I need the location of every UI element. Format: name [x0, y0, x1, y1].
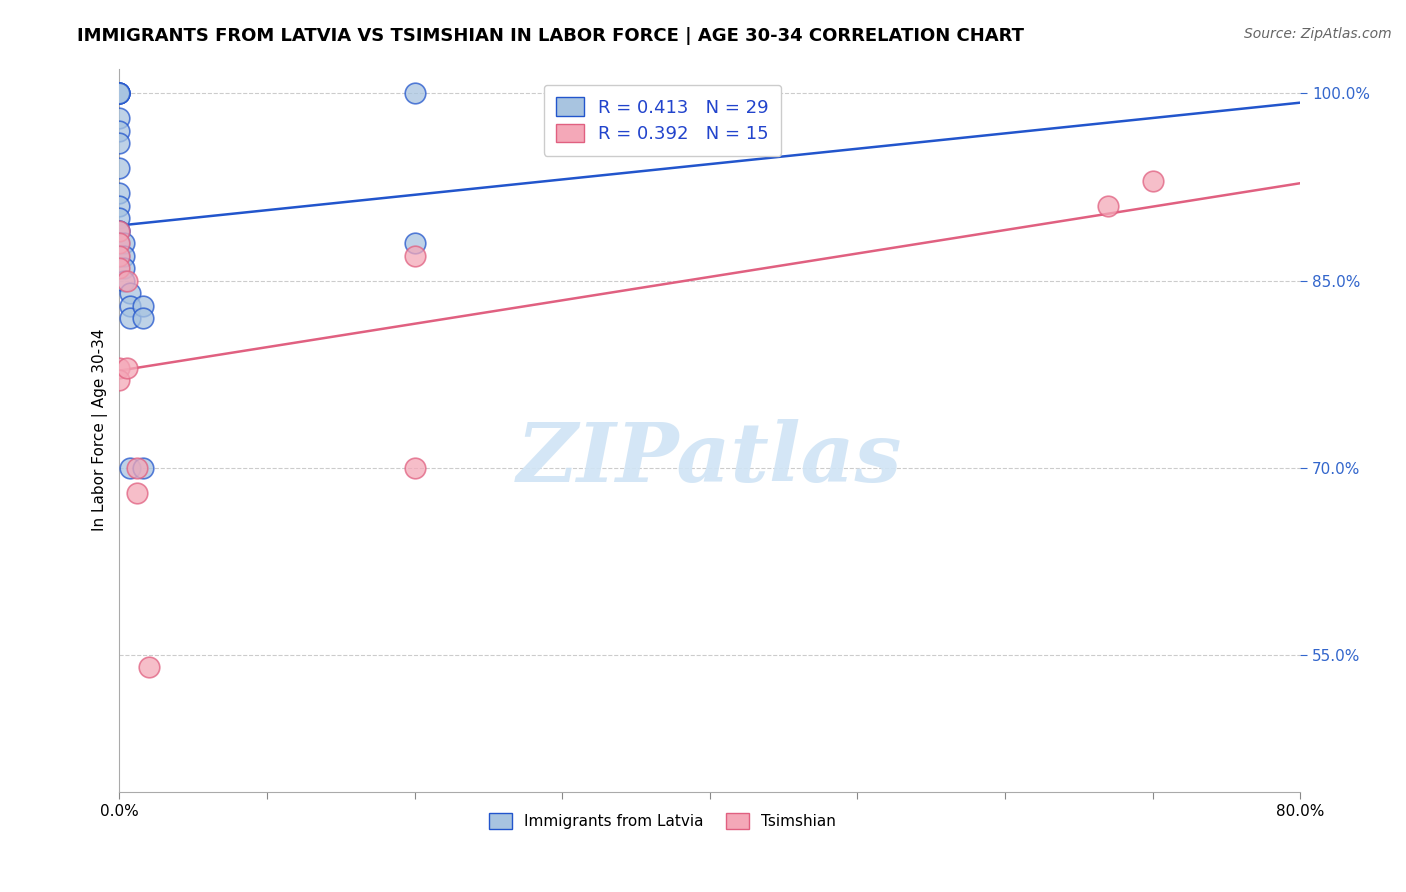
Point [108, 161, 131, 176]
Y-axis label: In Labor Force | Age 30-34: In Labor Force | Age 30-34 [93, 329, 108, 532]
Point [108, 224, 131, 238]
Point [1142, 174, 1164, 188]
Point [127, 485, 149, 500]
Point [112, 261, 135, 276]
Point [118, 310, 141, 325]
Point [108, 87, 131, 101]
Point [404, 87, 426, 101]
Text: ZIPatlas: ZIPatlas [517, 419, 903, 500]
Text: IMMIGRANTS FROM LATVIA VS TSIMSHIAN IN LABOR FORCE | AGE 30-34 CORRELATION CHART: IMMIGRANTS FROM LATVIA VS TSIMSHIAN IN L… [77, 27, 1025, 45]
Point [108, 87, 131, 101]
Text: Source: ZipAtlas.com: Source: ZipAtlas.com [1244, 27, 1392, 41]
Point [115, 360, 138, 375]
Point [132, 310, 155, 325]
Point [118, 460, 141, 475]
Point [108, 249, 131, 263]
Point [108, 224, 131, 238]
Point [108, 236, 131, 251]
Point [108, 261, 131, 276]
Point [118, 298, 141, 312]
Point [132, 298, 155, 312]
Legend: Immigrants from Latvia, Tsimshian: Immigrants from Latvia, Tsimshian [482, 806, 842, 835]
Point [112, 249, 135, 263]
Point [404, 460, 426, 475]
Point [112, 236, 135, 251]
Point [108, 249, 131, 263]
Point [108, 186, 131, 201]
Point [108, 236, 131, 251]
Point [112, 274, 135, 288]
Point [108, 87, 131, 101]
Point [132, 460, 155, 475]
Point [115, 274, 138, 288]
Point [108, 87, 131, 101]
Point [108, 87, 131, 101]
Point [108, 199, 131, 213]
Point [108, 211, 131, 226]
Point [404, 249, 426, 263]
Point [127, 460, 149, 475]
Point [404, 236, 426, 251]
Point [138, 660, 160, 674]
Point [118, 286, 141, 301]
Point [108, 373, 131, 387]
Point [108, 112, 131, 126]
Point [108, 136, 131, 151]
Point [1097, 199, 1119, 213]
Point [108, 224, 131, 238]
Point [108, 360, 131, 375]
Point [108, 124, 131, 138]
